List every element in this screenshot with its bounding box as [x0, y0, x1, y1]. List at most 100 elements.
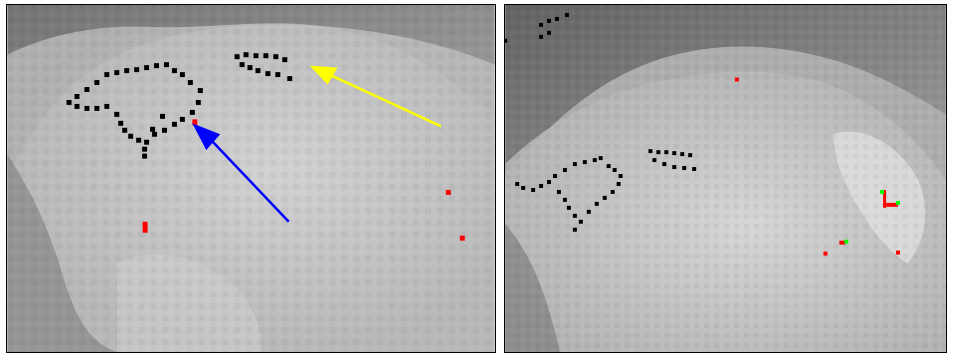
left-black-marker-24 — [84, 105, 90, 111]
right-black-marker-9 — [664, 150, 669, 155]
left-black-marker-14 — [124, 68, 130, 74]
right-black-marker-41 — [612, 168, 617, 173]
left-black-marker-29 — [122, 127, 128, 133]
right-black-marker-13 — [652, 158, 657, 163]
right-black-marker-29 — [556, 189, 561, 194]
right-black-marker-cluster — [505, 12, 697, 232]
right-red-marker-1 — [883, 189, 887, 208]
left-black-marker-2 — [253, 53, 259, 59]
left-black-marker-22 — [66, 99, 72, 105]
right-black-marker-24 — [547, 179, 552, 184]
right-red-marker-4 — [823, 251, 828, 256]
right-red-marker-0 — [734, 77, 739, 82]
right-black-marker-31 — [566, 205, 571, 210]
right-black-marker-28 — [515, 181, 520, 186]
left-black-marker-28 — [118, 120, 124, 126]
left-black-marker-36 — [179, 116, 185, 122]
left-black-marker-39 — [197, 88, 203, 93]
left-black-marker-10 — [275, 72, 281, 78]
left-black-marker-35 — [171, 121, 177, 127]
right-black-marker-27 — [521, 185, 526, 190]
left-black-marker-19 — [94, 80, 100, 86]
left-black-marker-3 — [263, 53, 269, 59]
left-black-marker-40 — [187, 80, 193, 86]
right-black-marker-34 — [572, 227, 577, 232]
left-black-marker-17 — [154, 63, 160, 69]
right-image-canvas — [505, 5, 946, 352]
right-red-marker-5 — [896, 250, 900, 255]
left-black-marker-34 — [162, 127, 167, 133]
left-black-marker-12 — [104, 72, 110, 78]
yellow-arrow — [309, 65, 442, 128]
right-black-marker-18 — [572, 162, 577, 167]
right-black-marker-14 — [662, 162, 667, 167]
right-black-marker-40 — [618, 174, 623, 179]
left-black-marker-7 — [247, 65, 253, 71]
right-black-marker-7 — [648, 149, 653, 154]
right-black-marker-0 — [539, 22, 544, 27]
right-black-marker-39 — [616, 181, 621, 186]
right-black-marker-26 — [531, 187, 536, 192]
left-black-marker-0 — [234, 54, 240, 60]
right-black-marker-3 — [564, 12, 569, 17]
left-black-marker-1 — [243, 52, 249, 58]
right-black-marker-8 — [656, 150, 661, 155]
right-black-marker-17 — [692, 167, 697, 172]
left-black-marker-31 — [136, 137, 142, 143]
right-black-marker-33 — [578, 219, 583, 224]
left-black-marker-25 — [94, 105, 100, 111]
right-black-marker-11 — [680, 152, 685, 157]
left-black-marker-32 — [144, 139, 150, 145]
left-black-marker-18 — [164, 62, 169, 68]
right-green-marker-2 — [844, 239, 849, 244]
blue-arrow — [192, 123, 290, 223]
left-black-marker-42 — [171, 68, 177, 74]
left-black-marker-11 — [287, 76, 293, 82]
left-red-marker-set — [142, 119, 465, 241]
left-black-marker-37 — [189, 109, 195, 115]
right-black-marker-19 — [582, 160, 587, 165]
right-black-marker-42 — [606, 164, 611, 169]
right-black-marker-25 — [539, 183, 544, 188]
left-image-canvas — [7, 5, 495, 352]
left-black-marker-8 — [255, 68, 261, 74]
right-black-marker-32 — [572, 213, 577, 218]
left-black-marker-44 — [142, 153, 148, 159]
right-red-marker-3 — [839, 240, 846, 245]
right-black-marker-16 — [682, 166, 687, 171]
right-black-marker-10 — [672, 151, 677, 156]
left-black-marker-41 — [179, 72, 185, 78]
right-black-marker-2 — [554, 16, 559, 21]
left-black-marker-4 — [273, 54, 279, 60]
left-black-marker-16 — [144, 65, 150, 71]
left-red-marker-1 — [142, 221, 148, 233]
left-black-marker-20 — [84, 87, 90, 92]
right-black-marker-22 — [562, 168, 567, 173]
right-black-marker-21 — [598, 156, 603, 161]
left-black-marker-45 — [150, 126, 156, 132]
right-green-marker-set — [844, 189, 900, 244]
left-black-marker-9 — [265, 71, 271, 77]
left-black-marker-6 — [239, 62, 245, 68]
right-pixel-texture — [505, 5, 946, 352]
right-grayscale-panel — [504, 4, 947, 353]
left-black-marker-27 — [114, 111, 120, 117]
left-pixel-texture — [7, 5, 495, 352]
left-black-marker-cluster — [66, 52, 293, 159]
right-red-marker-set — [734, 77, 900, 256]
left-black-marker-43 — [142, 146, 148, 152]
left-red-marker-0 — [192, 119, 198, 126]
right-black-marker-12 — [688, 153, 693, 158]
right-black-marker-4 — [547, 30, 552, 35]
right-green-marker-1 — [896, 200, 900, 205]
left-black-marker-13 — [114, 70, 120, 76]
right-red-marker-2 — [886, 202, 899, 207]
right-black-marker-36 — [594, 201, 599, 206]
left-black-marker-33 — [152, 131, 158, 137]
right-black-marker-23 — [552, 174, 557, 179]
left-black-marker-21 — [74, 93, 80, 99]
left-black-marker-15 — [134, 67, 140, 73]
left-black-marker-23 — [74, 103, 80, 109]
right-black-marker-30 — [562, 197, 567, 202]
right-black-marker-1 — [547, 18, 552, 23]
